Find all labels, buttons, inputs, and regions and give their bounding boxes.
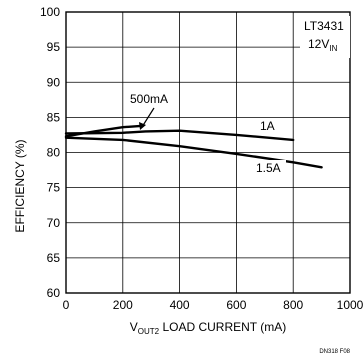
device-label: LT3431 [304, 19, 344, 33]
label-backdrop-500ma [128, 91, 176, 105]
y-tick-label: 95 [47, 40, 61, 54]
series-layer [64, 124, 323, 169]
x-tick-label: 600 [226, 298, 246, 312]
series-line-0 [64, 124, 144, 138]
series-line-1 [64, 129, 295, 142]
series-label-500ma: 500mA [130, 92, 168, 106]
x-tick-label: 0 [63, 298, 70, 312]
vin-label: 12VIN [308, 37, 338, 53]
y-tick-label: 65 [47, 251, 61, 265]
x-tick-label: 1000 [337, 298, 363, 312]
grid [66, 12, 350, 293]
y-tick-label: 80 [47, 146, 61, 160]
tick-labels: 0 200 400 600 800 1000 60 65 70 75 80 85 90 95 100 [40, 5, 363, 312]
series-line-2 [64, 136, 323, 169]
x-tick-label: 800 [283, 298, 303, 312]
y-axis-title: EFFICIENCY (%) [13, 139, 27, 232]
figure-id: DN318 F08 [319, 349, 350, 355]
x-tick-label: 200 [113, 298, 133, 312]
leader-arrow-500ma [139, 122, 146, 130]
series-label-1a: 1A [260, 119, 275, 133]
y-tick-label: 75 [47, 181, 61, 195]
label-backdrop-1a [257, 118, 281, 132]
y-tick-label: 60 [47, 286, 61, 300]
x-axis-title: VOUT2 LOAD CURRENT (mA) [130, 320, 286, 336]
y-tick-label: 70 [47, 216, 61, 230]
label-backdrop-1-5a [254, 160, 286, 174]
x-tick-label: 400 [170, 298, 190, 312]
y-tick-label: 85 [47, 110, 61, 124]
y-tick-label: 90 [47, 75, 61, 89]
leader-line-500ma [141, 107, 155, 128]
plot-frame [65, 11, 351, 294]
annotation-backdrop [300, 16, 350, 58]
series-label-1-5a: 1.5A [256, 161, 281, 175]
y-tick-label: 100 [40, 5, 60, 19]
